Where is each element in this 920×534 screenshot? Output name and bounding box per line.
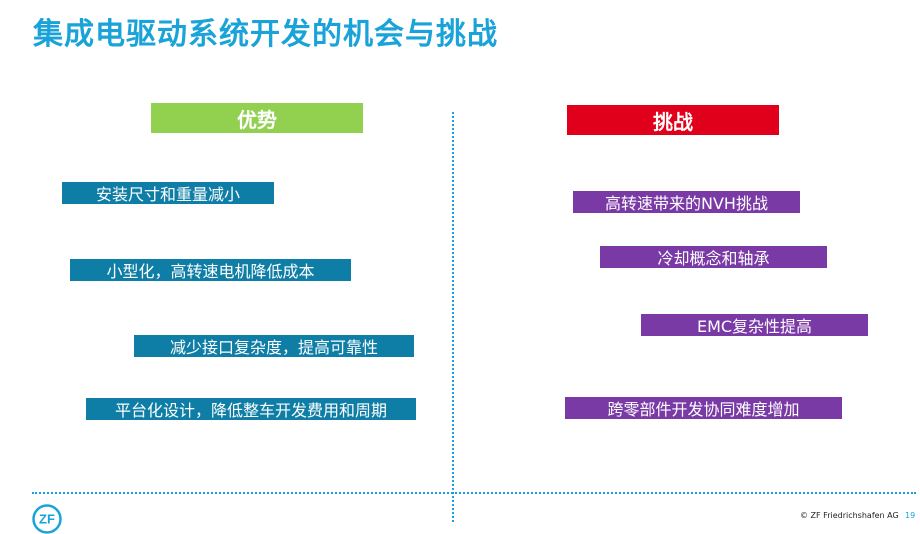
advantage-item-4: 平台化设计，降低整车开发费用和周期 xyxy=(86,398,416,420)
page-number: 19 xyxy=(905,511,916,520)
footer-divider xyxy=(32,492,916,494)
advantage-item-2: 小型化，高转速电机降低成本 xyxy=(70,259,351,281)
advantage-item-3: 减少接口复杂度，提高可靠性 xyxy=(134,335,414,357)
challenge-item-2: 冷却概念和轴承 xyxy=(600,246,827,268)
vertical-divider xyxy=(452,112,454,522)
challenge-item-4: 跨零部件开发协同难度增加 xyxy=(565,397,842,419)
slide-title: 集成电驱动系统开发的机会与挑战 xyxy=(33,17,498,52)
challenge-item-3: EMC复杂性提高 xyxy=(641,314,868,336)
logo-text: ZF xyxy=(39,512,55,527)
copyright-text: © ZF Friedrichshafen AG xyxy=(800,511,899,520)
advantage-item-1: 安装尺寸和重量减小 xyxy=(62,182,274,204)
advantages-header: 优势 xyxy=(151,103,363,133)
zf-logo-icon: ZF xyxy=(32,504,62,534)
challenge-item-1: 高转速带来的NVH挑战 xyxy=(573,191,800,213)
challenges-header: 挑战 xyxy=(567,105,779,135)
